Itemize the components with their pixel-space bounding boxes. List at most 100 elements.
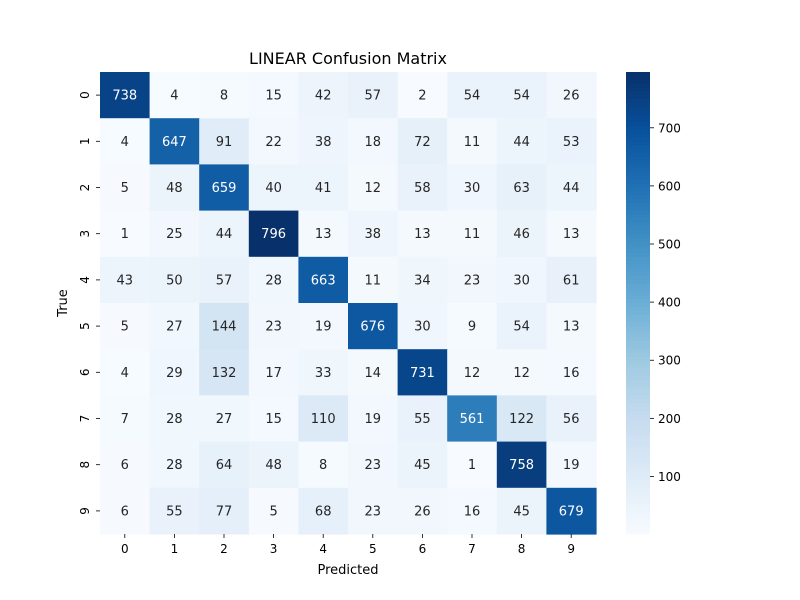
colorbar-segment <box>626 133 650 139</box>
colorbar-segment <box>626 299 650 304</box>
cell-value-label: 17 <box>265 366 282 381</box>
x-tick-label: 2 <box>220 542 228 556</box>
colorbar-segment <box>626 272 650 277</box>
x-tick-label: 8 <box>518 542 526 556</box>
heatmap-cell <box>447 164 498 212</box>
x-tick-label: 9 <box>567 542 575 556</box>
cell-value-label: 63 <box>513 181 530 196</box>
heatmap-cell <box>546 256 597 304</box>
cell-value-label: 4 <box>121 366 129 381</box>
heatmap-cell <box>100 164 151 212</box>
colorbar-segment <box>626 122 650 127</box>
heatmap-cell <box>447 118 498 165</box>
heatmap-cell <box>199 441 250 489</box>
heatmap-cell <box>199 487 250 535</box>
cell-value-label: 45 <box>513 504 530 519</box>
x-tick-label: 1 <box>171 542 179 556</box>
heatmap-cell <box>248 118 299 165</box>
colorbar-segment <box>626 345 650 350</box>
colorbar-segment <box>626 295 650 300</box>
y-tick-label: 2 <box>78 184 92 192</box>
colorbar-segment <box>626 522 650 527</box>
colorbar-segment <box>626 87 650 92</box>
colorbar-segment <box>626 368 650 373</box>
colorbar-segment <box>626 464 650 470</box>
heatmap-cell <box>496 395 547 443</box>
heatmap-cell <box>397 395 448 443</box>
colorbar-segment <box>626 256 650 262</box>
heatmap-cell <box>100 256 151 304</box>
heatmap-cell <box>348 303 399 350</box>
heatmap-cell <box>348 487 399 535</box>
y-tick-label: 6 <box>78 368 92 376</box>
colorbar-segment <box>626 233 650 239</box>
colorbar-segment <box>626 318 650 323</box>
cell-value-label: 26 <box>414 504 431 519</box>
heatmap-cell <box>348 72 399 119</box>
colorbar-segment <box>626 422 650 427</box>
cell-value-label: 663 <box>311 273 336 288</box>
heatmap-cell <box>100 487 151 535</box>
colorbar-segment <box>626 410 650 416</box>
heatmap-cell <box>298 118 349 165</box>
heatmap-cell <box>496 72 547 119</box>
cell-value-label: 122 <box>509 412 534 427</box>
heatmap-cell <box>248 487 299 535</box>
heatmap-cell <box>248 210 299 258</box>
heatmap-cell <box>199 72 250 119</box>
cell-value-label: 2 <box>418 89 426 104</box>
cell-value-label: 14 <box>365 366 382 381</box>
heatmap-cell <box>447 256 498 304</box>
cell-value-label: 11 <box>464 135 481 150</box>
colorbar-tick-label: 300 <box>658 354 681 368</box>
heatmap-cell <box>496 256 547 304</box>
heatmap-cell <box>496 349 547 396</box>
colorbar-segment <box>626 487 650 493</box>
colorbar-segment <box>626 476 650 481</box>
heatmap-cell <box>298 303 349 350</box>
heatmap-cell <box>447 441 498 489</box>
heatmap-cell <box>149 441 200 489</box>
colorbar-segment <box>626 79 650 85</box>
heatmap-cell <box>496 303 547 350</box>
colorbar-segment <box>626 283 650 289</box>
cell-value-label: 13 <box>414 227 431 242</box>
cell-value-label: 758 <box>509 458 534 473</box>
colorbar-segment <box>626 164 650 169</box>
cell-value-label: 1 <box>468 458 476 473</box>
cell-value-label: 53 <box>563 135 580 150</box>
cell-value-label: 11 <box>365 273 382 288</box>
heatmap-cell <box>199 395 250 443</box>
colorbar-segment <box>626 245 650 250</box>
cell-value-label: 34 <box>414 273 431 288</box>
y-tick-label: 8 <box>78 461 92 469</box>
colorbar-segment <box>626 222 650 227</box>
heatmap-cell <box>447 349 498 396</box>
colorbar-segment <box>626 329 650 335</box>
cell-value-label: 45 <box>414 458 431 473</box>
colorbar-segment <box>626 337 650 343</box>
colorbar-segment <box>626 453 650 458</box>
cell-value-label: 55 <box>166 504 183 519</box>
cell-value-label: 16 <box>563 366 580 381</box>
cell-value-label: 144 <box>212 320 237 335</box>
cell-value-label: 54 <box>513 89 530 104</box>
colorbar-segment <box>626 391 650 396</box>
heatmap-cells: 738 4 8 15 42 57 2 54 54 264 647 91 22 38 18 72 11 44 535 4… <box>100 72 597 535</box>
colorbar-segment <box>626 303 650 308</box>
heatmap-cell <box>199 164 250 212</box>
colorbar-segment <box>626 460 650 466</box>
colorbar-segment <box>626 118 650 123</box>
cell-value-label: 64 <box>216 458 233 473</box>
heatmap-cell <box>100 303 151 350</box>
colorbar-segment <box>626 152 650 158</box>
heatmap-cell <box>149 164 200 212</box>
cell-value-label: 72 <box>414 135 431 150</box>
colorbar-segment <box>626 353 650 358</box>
cell-value-label: 1 <box>121 227 129 242</box>
heatmap-cell <box>149 72 200 119</box>
cell-value-label: 4 <box>170 89 178 104</box>
heatmap-cell <box>348 164 399 212</box>
cell-value-label: 25 <box>166 227 183 242</box>
heatmap-cell <box>149 118 200 165</box>
